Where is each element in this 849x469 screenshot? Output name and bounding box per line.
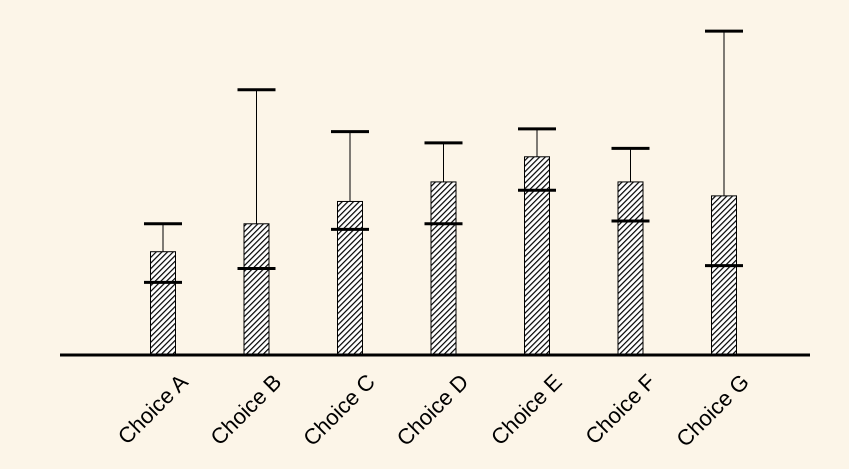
bar — [150, 251, 176, 356]
bar — [617, 181, 644, 356]
bar — [711, 195, 737, 356]
bar — [243, 223, 270, 356]
bar — [524, 156, 550, 356]
bar — [337, 200, 363, 356]
bar — [430, 181, 457, 356]
